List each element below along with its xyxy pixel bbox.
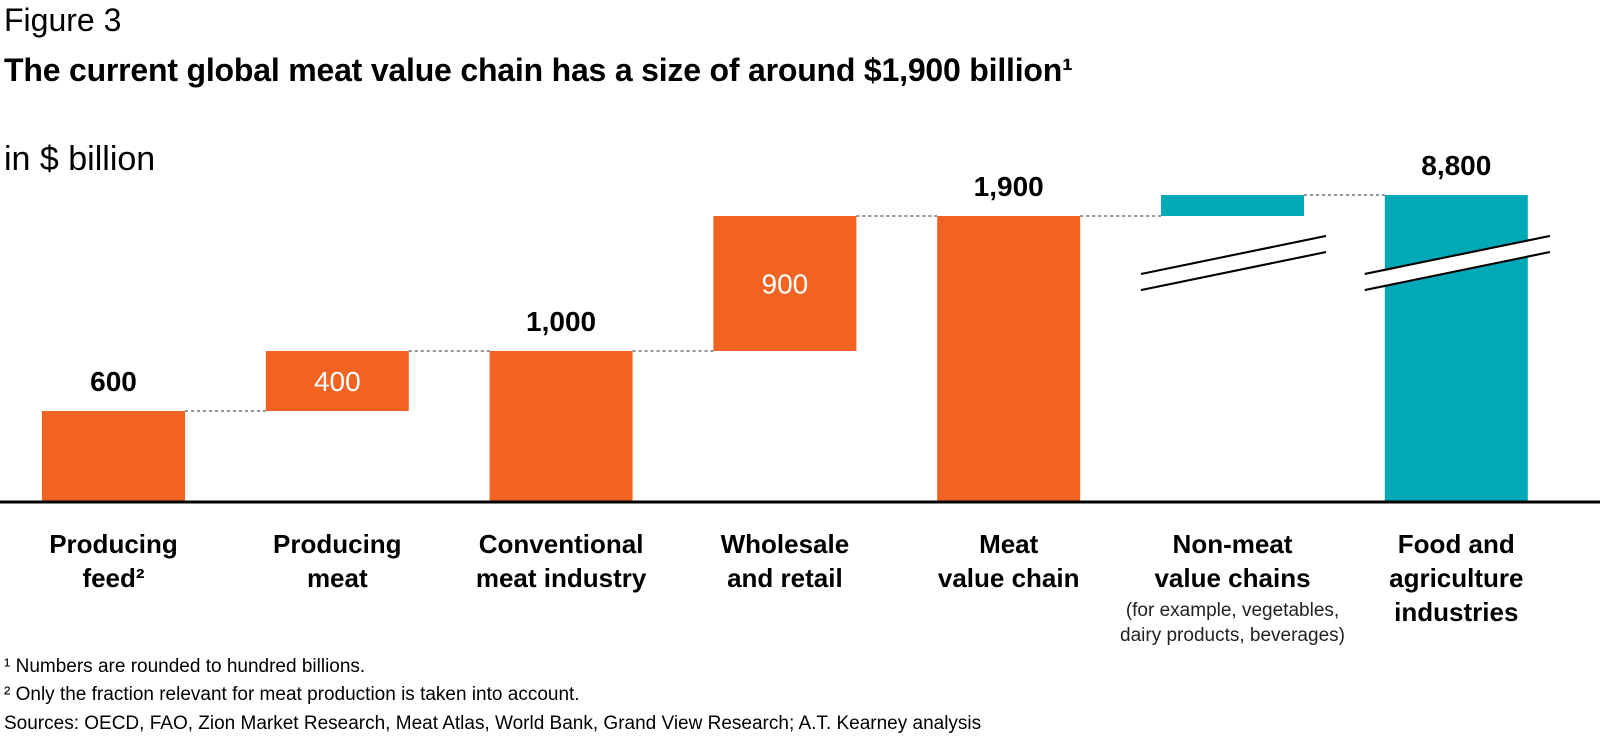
axis-break-mark — [1140, 251, 1327, 291]
bar-total-label: 600 — [90, 366, 137, 397]
axis-break-mark — [1364, 235, 1551, 275]
category-label: Non-meat value chains — [1118, 527, 1348, 595]
axis-break-mark — [1140, 235, 1327, 275]
footnote-2: ² Only the fraction relevant for meat pr… — [4, 684, 580, 705]
bar — [713, 216, 857, 351]
bar-total-label: 1,000 — [526, 306, 596, 337]
category-label: Food and agriculture industries — [1341, 527, 1571, 629]
category-label-line: value chains — [1154, 563, 1311, 593]
bar-total-label: 1,900 — [974, 171, 1044, 202]
bar — [489, 351, 633, 501]
bar — [1384, 195, 1528, 501]
category-label-line: Conventional — [478, 529, 644, 559]
category-label: Meat value chain — [894, 527, 1124, 595]
unit-label: in $ billion — [4, 140, 156, 178]
sources-note: Sources: OECD, FAO, Zion Market Research… — [4, 713, 982, 734]
category-label-line: Wholesale — [720, 529, 850, 559]
axis-break-gap — [1364, 236, 1550, 290]
chart-title: The current global meat value chain has … — [4, 52, 1073, 88]
category-sublabel: (for example, vegetables, dairy products,… — [1083, 598, 1383, 648]
category-label-line: industries — [1394, 597, 1519, 627]
category-label-line: Producing — [49, 529, 178, 559]
bar — [937, 216, 1081, 501]
bar-value-label: 900 — [762, 269, 809, 300]
bar-value-label: 400 — [314, 366, 361, 397]
category-label: Wholesale and retail — [670, 527, 900, 595]
category-label-line: agriculture — [1389, 563, 1524, 593]
axis-break-gap — [1141, 236, 1326, 290]
footnote-1: ¹ Numbers are rounded to hundred billion… — [4, 656, 366, 677]
category-label-line: Producing — [273, 529, 402, 559]
category-label-line: value chain — [937, 563, 1080, 593]
category-label-line: feed² — [82, 563, 145, 593]
figure-label: Figure 3 — [4, 2, 122, 38]
category-label-line: Non-meat — [1172, 529, 1293, 559]
category-label-line: and retail — [727, 563, 843, 593]
category-sublabel-line: dairy products, beverages) — [1120, 625, 1345, 646]
bar — [42, 411, 185, 501]
axis-break-mark — [1364, 251, 1551, 291]
category-label-line: meat industry — [475, 563, 647, 593]
bar — [1161, 195, 1304, 216]
category-sublabel-line: (for example, vegetables, — [1125, 600, 1340, 621]
category-label-line: Meat — [979, 529, 1039, 559]
bar-total-label: 8,800 — [1421, 150, 1491, 181]
category-label-line: meat — [306, 563, 368, 593]
category-label: Producing meat — [222, 527, 452, 595]
category-label-line: Food and — [1397, 529, 1515, 559]
category-label: Producing feed² — [0, 527, 229, 595]
bar — [265, 351, 409, 411]
category-label: Conventional meat industry — [446, 527, 676, 595]
